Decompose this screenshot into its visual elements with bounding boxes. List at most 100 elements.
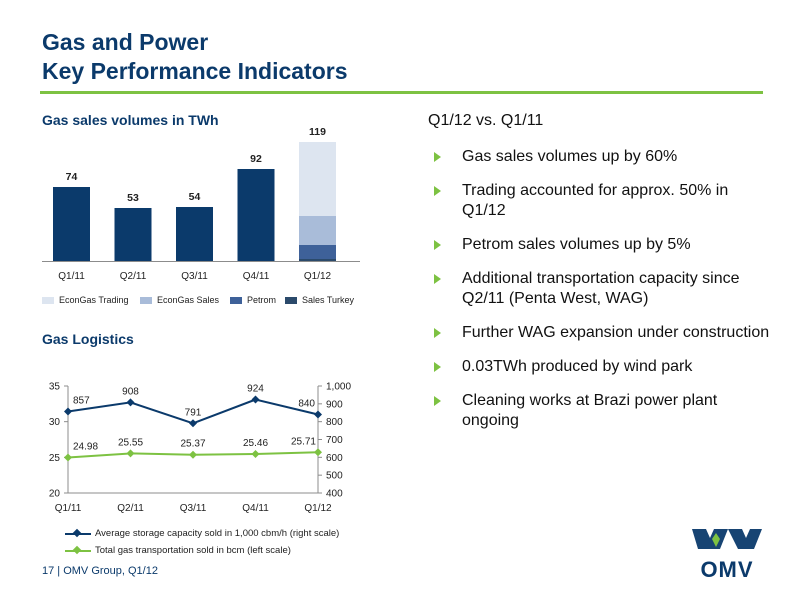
- data-label: 840: [298, 399, 315, 410]
- legend-item-gas-transportation: Total gas transportation sold in bcm (le…: [65, 545, 339, 562]
- x-tick-label: Q1/12: [304, 271, 332, 282]
- bar-chart-title: Gas sales volumes in TWh: [42, 112, 219, 128]
- right-tick-label: 1,000: [326, 382, 351, 393]
- summary-bullet-text: Gas sales volumes up by 60%: [462, 148, 678, 165]
- legend-swatch: [285, 297, 297, 305]
- legend-label: EconGas Sales: [157, 295, 220, 305]
- data-point: [251, 450, 260, 459]
- bar-value-label: 119: [309, 126, 326, 138]
- bullet-arrow-icon: [434, 274, 441, 284]
- summary-bullet-text: 0.03TWh produced by wind park: [462, 358, 693, 375]
- bar-segment: [299, 142, 336, 216]
- bullet-arrow-icon: [434, 152, 441, 162]
- data-label: 25.46: [243, 438, 268, 449]
- page-title-line-1: Gas and Power: [42, 29, 209, 55]
- data-point: [126, 449, 135, 458]
- x-tick-label: Q2/11: [117, 503, 144, 514]
- legend-swatch: [140, 297, 152, 305]
- data-point: [251, 395, 260, 404]
- x-tick-label: Q1/12: [304, 503, 332, 514]
- data-point: [64, 453, 72, 462]
- x-tick-label: Q1/11: [55, 503, 82, 514]
- bar-value-label: 74: [66, 171, 78, 183]
- bar: [114, 208, 152, 261]
- x-tick-label: Q3/11: [180, 503, 207, 514]
- summary-bullet-list: Gas sales volumes up by 60% Trading acco…: [434, 147, 774, 445]
- bar-value-label: 53: [127, 192, 139, 204]
- summary-bullet-text: Petrom sales volumes up by 5%: [462, 236, 691, 253]
- right-tick-label: 500: [326, 471, 343, 482]
- title-divider: [40, 91, 763, 94]
- left-tick-label: 25: [49, 453, 61, 464]
- bar: [237, 169, 275, 261]
- legend-swatch: [42, 297, 54, 305]
- summary-heading: Q1/12 vs. Q1/11: [428, 112, 544, 129]
- data-point: [64, 407, 72, 416]
- data-point: [189, 419, 197, 428]
- data-label: 924: [247, 384, 264, 395]
- legend-swatch: [230, 297, 242, 305]
- omv-logo: OMV: [692, 529, 762, 581]
- right-tick-label: 900: [326, 399, 343, 410]
- legend-item-sales-turkey: Sales Turkey: [285, 295, 354, 305]
- logo-text: OMV: [700, 557, 753, 581]
- legend-item-econgas-sales: EconGas Sales: [140, 295, 219, 305]
- bullet-arrow-icon: [434, 328, 441, 338]
- data-point: [126, 398, 135, 407]
- left-tick-label: 30: [49, 417, 61, 428]
- data-point: [314, 410, 322, 419]
- legend-item-storage-capacity: Average storage capacity sold in 1,000 c…: [65, 528, 339, 545]
- summary-bullet: Cleaning works at Brazi power plant ongo…: [434, 391, 774, 431]
- legend-label: Sales Turkey: [302, 295, 355, 305]
- bar-segment: [299, 259, 336, 261]
- right-tick-label: 600: [326, 453, 343, 464]
- summary-bullet-text: Further WAG expansion under construction: [462, 324, 770, 341]
- page-title-line-2: Key Performance Indicators: [42, 58, 348, 84]
- summary-bullet-text: Trading accounted for approx. 50% in Q1/…: [462, 182, 729, 219]
- line-chart-legend: Average storage capacity sold in 1,000 c…: [65, 528, 339, 562]
- data-label: 25.71: [291, 436, 316, 447]
- summary-bullet: Further WAG expansion under construction: [434, 323, 774, 343]
- legend-label: Petrom: [247, 295, 277, 305]
- legend-item-econgas-trading: EconGas Trading: [42, 295, 129, 305]
- data-point: [314, 448, 322, 457]
- summary-bullet: Petrom sales volumes up by 5%: [434, 235, 774, 255]
- left-tick-label: 20: [49, 489, 61, 500]
- bar: [176, 207, 213, 261]
- bar: [53, 187, 90, 261]
- page-title: Gas and Power Key Performance Indicators: [42, 28, 348, 86]
- data-label: 24.98: [73, 441, 98, 452]
- data-label: 908: [122, 386, 139, 397]
- summary-bullet: 0.03TWh produced by wind park: [434, 357, 774, 377]
- data-label: 857: [73, 396, 90, 407]
- bar-value-label: 92: [250, 153, 262, 165]
- bar-segment: [299, 245, 336, 259]
- summary-bullet: Additional transportation capacity since…: [434, 269, 774, 309]
- right-tick-label: 700: [326, 435, 343, 446]
- summary-bullet: Trading accounted for approx. 50% in Q1/…: [434, 181, 774, 221]
- summary-bullet-text: Cleaning works at Brazi power plant ongo…: [462, 392, 718, 429]
- summary-bullet-text: Additional transportation capacity since…: [462, 270, 740, 307]
- x-tick-label: Q4/11: [242, 503, 269, 514]
- right-tick-label: 800: [326, 417, 343, 428]
- data-label: 791: [185, 407, 202, 418]
- bar-segment: [299, 216, 336, 245]
- data-label: 25.37: [180, 439, 205, 450]
- footer-page-info: 17 | OMV Group, Q1/12: [42, 565, 158, 577]
- bullet-arrow-icon: [434, 362, 441, 372]
- x-tick-label: Q4/11: [243, 271, 270, 282]
- legend-item-petrom: Petrom: [230, 295, 276, 305]
- data-point: [189, 450, 197, 459]
- right-tick-label: 400: [326, 489, 343, 500]
- bullet-arrow-icon: [434, 186, 441, 196]
- x-tick-label: Q2/11: [120, 271, 147, 282]
- left-tick-label: 35: [49, 382, 61, 393]
- legend-marker: [65, 546, 91, 555]
- bar-value-label: 54: [189, 191, 201, 203]
- line-chart-title: Gas Logistics: [42, 331, 134, 347]
- bullet-arrow-icon: [434, 396, 441, 406]
- bullet-arrow-icon: [434, 240, 441, 250]
- legend-label: Total gas transportation sold in bcm (le…: [95, 545, 291, 556]
- data-label: 25.55: [118, 437, 143, 448]
